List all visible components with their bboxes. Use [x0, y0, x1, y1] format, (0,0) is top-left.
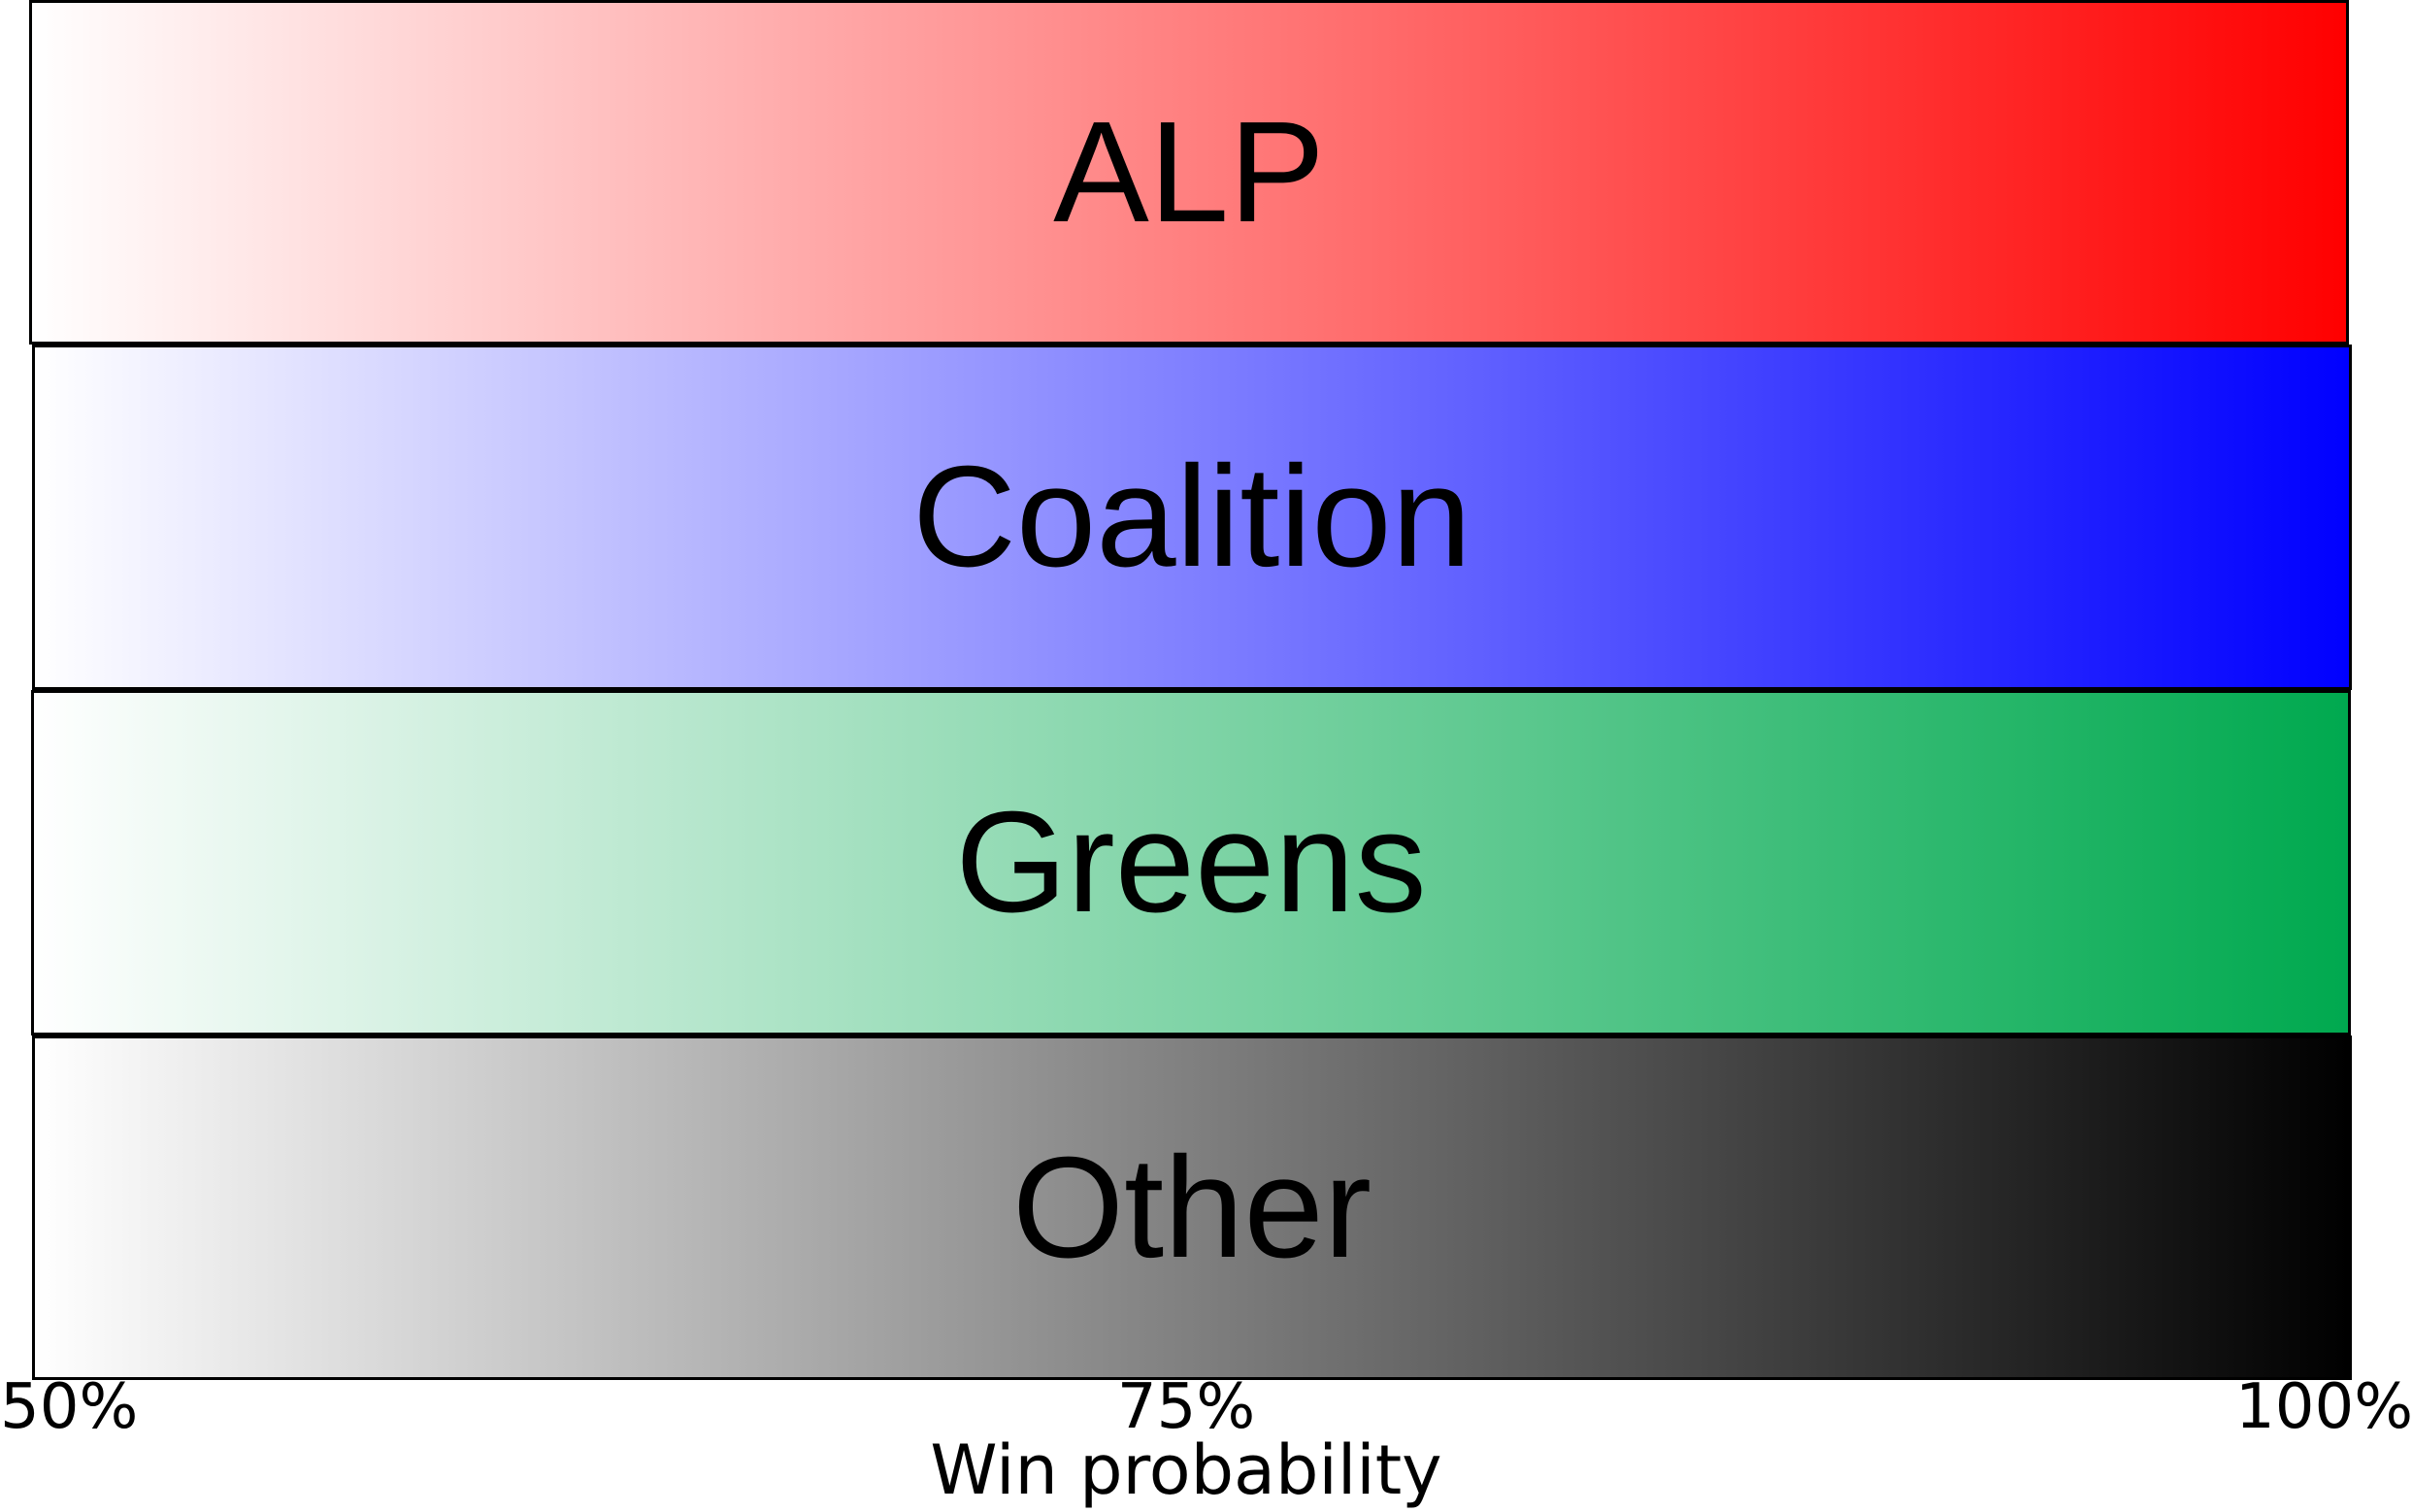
band-coalition: Coalition [32, 345, 2352, 690]
band-label-greens: Greens [955, 782, 1427, 942]
band-label-other: Other [1011, 1127, 1372, 1288]
band-greens: Greens [31, 690, 2351, 1035]
band-label-alp: ALP [1053, 91, 1325, 252]
band-alp: ALP [29, 0, 2349, 345]
tick-label-75: 75% [1116, 1371, 1256, 1443]
tick-label-50: 50% [0, 1371, 139, 1443]
tick-label-100: 100% [2235, 1371, 2413, 1443]
band-label-coalition: Coalition [912, 437, 1471, 597]
axis-title: Win probability [930, 1430, 1442, 1510]
band-other: Other [32, 1035, 2352, 1380]
